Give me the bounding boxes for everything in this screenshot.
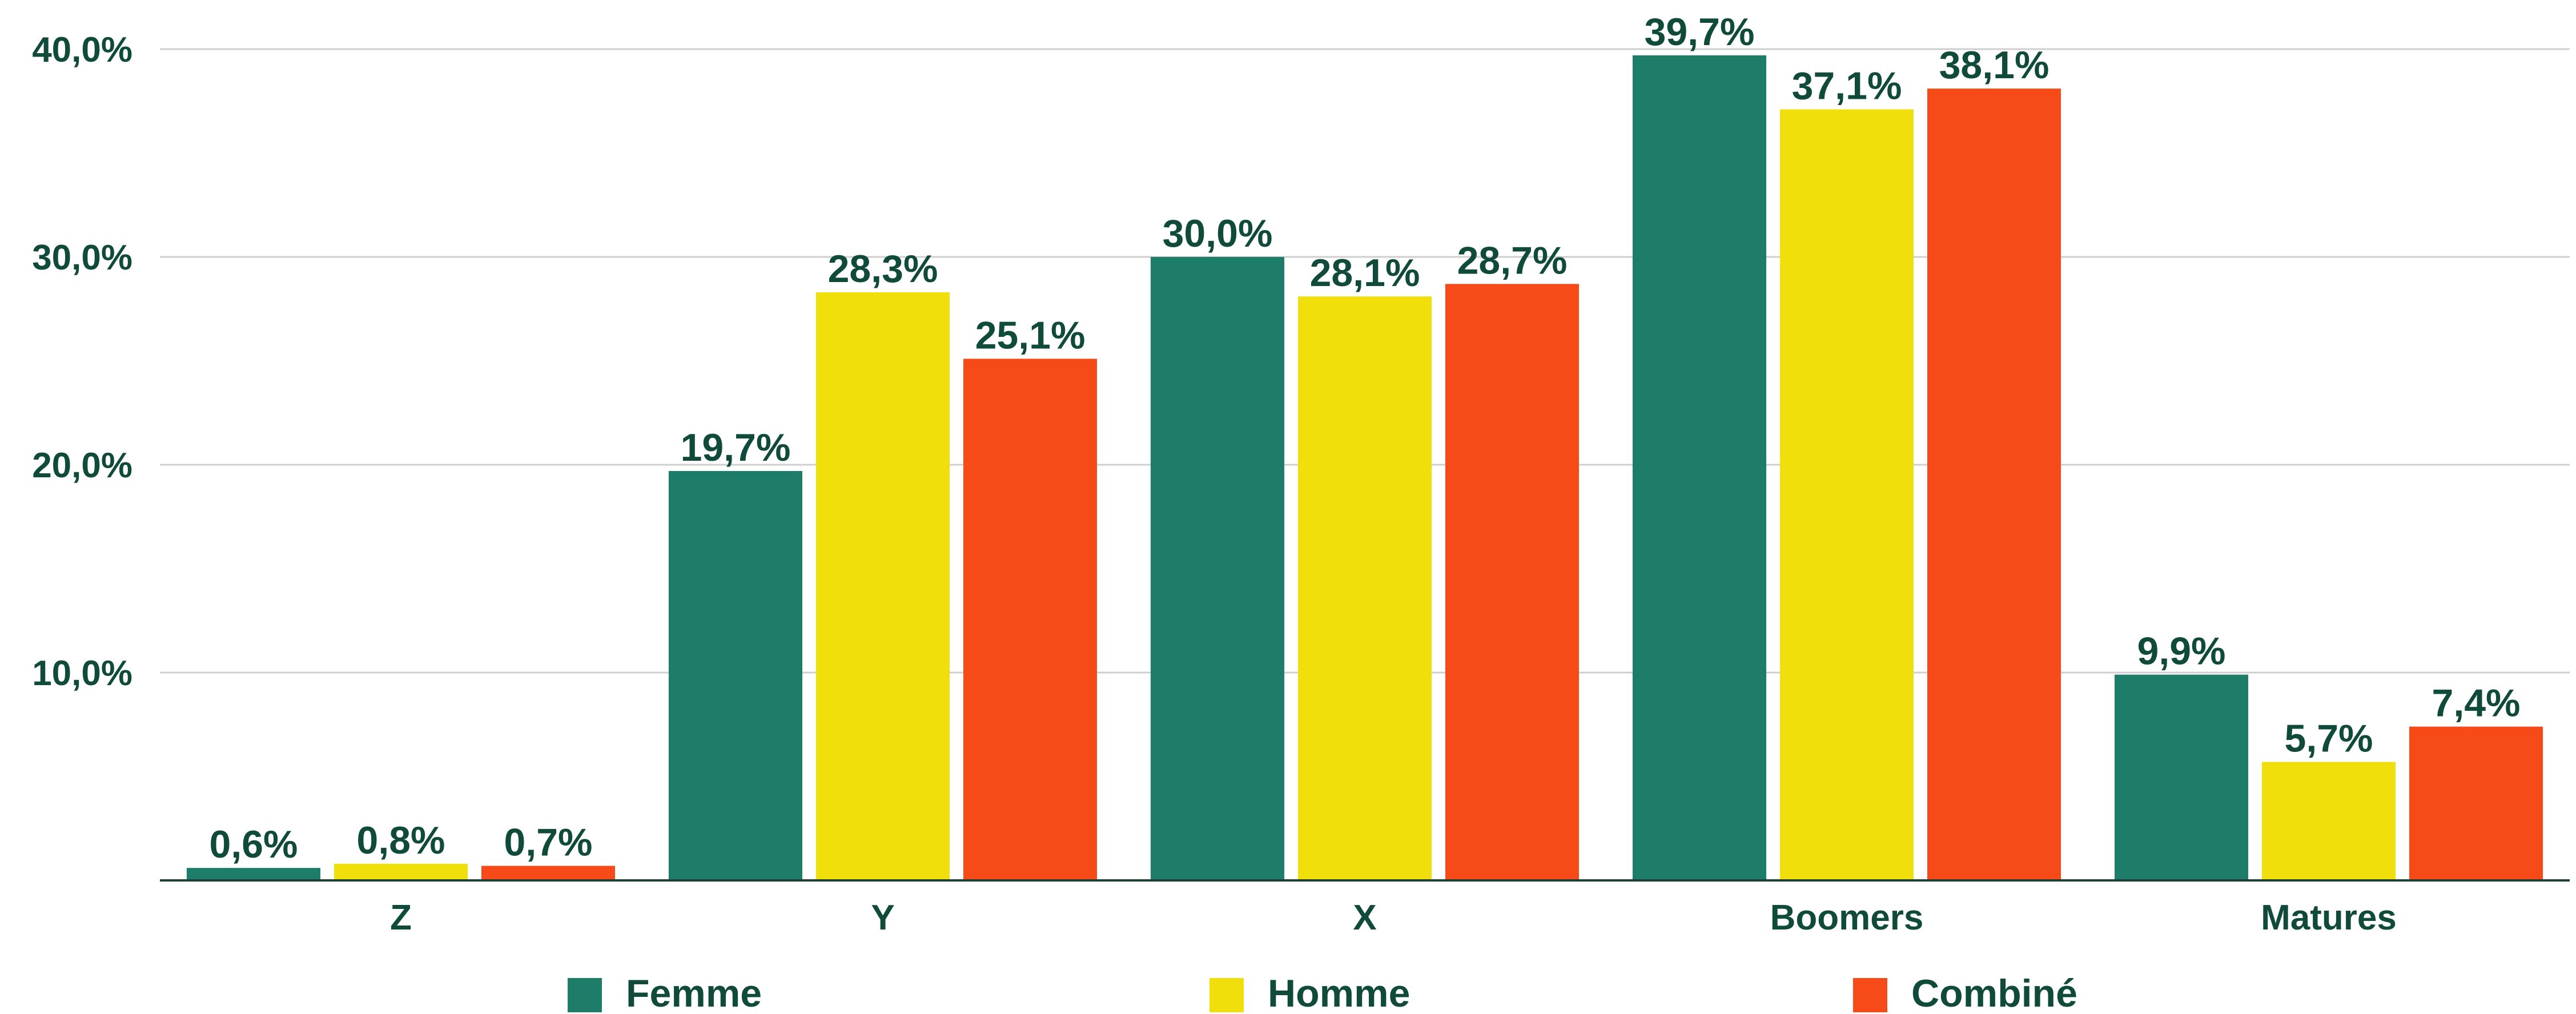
data-label: 28,1% xyxy=(1310,251,1420,295)
bars xyxy=(187,55,2543,880)
data-label: 25,1% xyxy=(975,313,1086,357)
bar-femme-matures xyxy=(2115,674,2248,880)
bar-femme-x xyxy=(1151,257,1284,880)
x-tick-label: Z xyxy=(390,898,412,937)
legend-label: Homme xyxy=(1268,972,1410,1014)
data-label: 0,6% xyxy=(210,823,298,866)
y-tick-label: 20,0% xyxy=(32,446,132,485)
y-tick-label: 10,0% xyxy=(32,654,132,693)
bar-combin--boomers xyxy=(1927,88,2061,880)
x-tick-label: Boomers xyxy=(1770,898,1924,937)
y-tick-label: 40,0% xyxy=(32,30,132,70)
data-label: 38,1% xyxy=(1939,43,2049,87)
legend-swatch xyxy=(1853,978,1887,1012)
bar-homme-y xyxy=(816,292,950,880)
data-label: 0,7% xyxy=(504,821,593,864)
bar-combin--z xyxy=(481,866,615,880)
bar-homme-matures xyxy=(2262,762,2396,880)
data-label: 9,9% xyxy=(2137,630,2226,673)
data-label: 5,7% xyxy=(2285,717,2373,760)
data-label: 28,7% xyxy=(1457,239,1568,282)
data-labels: 0,6% 0,8% 0,7% 19,7% 28,3% 25,1% 30,0% 28,1% 28,… xyxy=(210,10,2521,866)
x-tick-label: Y xyxy=(871,898,894,937)
x-tick-label: X xyxy=(1353,898,1376,937)
x-tick-label: Matures xyxy=(2261,898,2397,937)
y-tick-label: 30,0% xyxy=(32,238,132,277)
legend: Femme Homme Combiné xyxy=(568,972,2077,1014)
bar-combin--x xyxy=(1445,284,1579,880)
legend-label: Combiné xyxy=(1911,972,2077,1014)
data-label: 30,0% xyxy=(1163,212,1273,255)
data-label: 28,3% xyxy=(828,247,938,291)
bar-homme-z xyxy=(334,863,468,880)
bar-femme-boomers xyxy=(1633,55,1766,880)
bar-homme-boomers xyxy=(1780,109,1914,880)
bar-homme-x xyxy=(1298,296,1432,880)
legend-swatch xyxy=(568,978,602,1012)
legend-swatch xyxy=(1209,978,1244,1012)
legend-label: Femme xyxy=(626,972,762,1014)
y-axis-ticks: 10,0% 20,0% 30,0% 40,0% xyxy=(32,30,132,693)
bar-femme-y xyxy=(669,470,802,880)
x-axis-ticks: Z Y X Boomers Matures xyxy=(390,898,2397,937)
data-label: 37,1% xyxy=(1792,65,1902,108)
data-label: 39,7% xyxy=(1645,10,1755,54)
bar-femme-z xyxy=(187,868,320,880)
data-label: 19,7% xyxy=(681,426,791,469)
bar-combin--matures xyxy=(2409,726,2543,880)
data-label: 0,8% xyxy=(357,819,445,862)
bar-combin--y xyxy=(963,359,1097,880)
data-label: 7,4% xyxy=(2432,682,2521,725)
